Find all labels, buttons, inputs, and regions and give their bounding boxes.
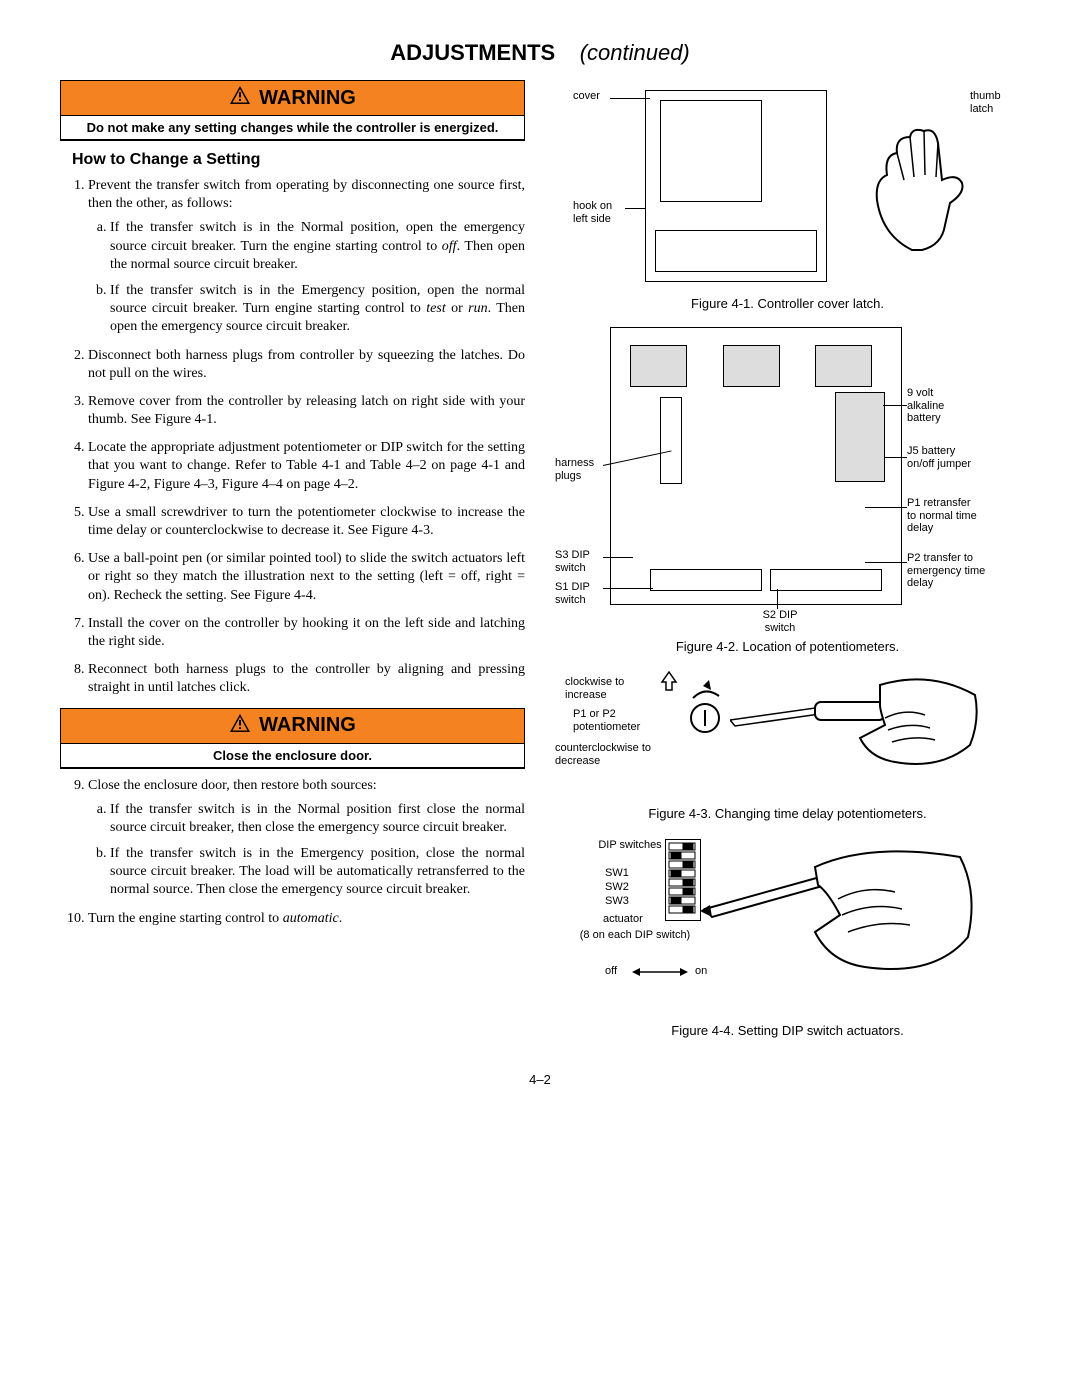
fig4-label-sw1: SW1 bbox=[605, 867, 629, 880]
step-2: Disconnect both harness plugs from contr… bbox=[88, 347, 525, 383]
step-6: Use a ball-point pen (or similar pointed… bbox=[88, 550, 525, 605]
fig2-label-p1: P1 retransfer to normal time delay bbox=[907, 497, 982, 535]
fig1-label-cover: cover bbox=[573, 90, 600, 103]
step-10: Turn the engine starting control to auto… bbox=[88, 910, 525, 928]
step-9a: If the transfer switch is in the Normal … bbox=[110, 801, 525, 837]
fig2-label-s2dip: S2 DIP switch bbox=[750, 609, 810, 634]
warning-box-1: WARNING Do not make any setting changes … bbox=[60, 80, 525, 141]
fig2-label-harness: harness plugs bbox=[555, 457, 605, 482]
warning-label-1: WARNING bbox=[259, 87, 356, 110]
fig2-label-s3dip: S3 DIP switch bbox=[555, 549, 605, 574]
warning-label-2: WARNING bbox=[259, 714, 356, 737]
fig4-label-dip: DIP switches bbox=[585, 839, 675, 852]
hand-icon bbox=[862, 125, 972, 255]
fig2-label-s1dip: S1 DIP switch bbox=[555, 581, 605, 606]
section-heading: How to Change a Setting bbox=[72, 151, 525, 169]
step-5: Use a small screwdriver to turn the pote… bbox=[88, 504, 525, 540]
potentiometer-icon bbox=[675, 678, 735, 738]
fig2-label-p2: P2 transfer to emergency time delay bbox=[907, 552, 987, 590]
fig1-label-thumb: thumb latch bbox=[970, 90, 1020, 115]
figure-4-4: DIP switches SW1 SW2 SW3 actuator (8 on … bbox=[555, 837, 1020, 1038]
title-text: ADJUSTMENTS bbox=[390, 40, 555, 65]
fig4-caption: Figure 4-4. Setting DIP switch actuators… bbox=[555, 1023, 1020, 1038]
warning-body-2: Close the enclosure door. bbox=[61, 744, 524, 768]
fig4-label-actuator: actuator bbox=[603, 913, 643, 926]
title-continued: (continued) bbox=[580, 40, 690, 65]
step-4: Locate the appropriate adjustment potent… bbox=[88, 439, 525, 494]
fig1-label-hook: hook on left side bbox=[573, 200, 628, 225]
page-title: ADJUSTMENTS (continued) bbox=[60, 40, 1020, 66]
figure-4-3: clockwise to increase P1 or P2 potentiom… bbox=[555, 670, 1020, 821]
steps-list: Prevent the transfer switch from operati… bbox=[60, 177, 525, 698]
dip-switch-icon bbox=[667, 841, 697, 917]
fig2-label-j5: J5 battery on/off jumper bbox=[907, 445, 977, 470]
step-1a: If the transfer switch is in the Normal … bbox=[110, 219, 525, 274]
fig4-label-sw2: SW2 bbox=[605, 881, 629, 894]
step-9b: If the transfer switch is in the Emergen… bbox=[110, 845, 525, 900]
fig3-caption: Figure 4-3. Changing time delay potentio… bbox=[555, 806, 1020, 821]
up-arrow-icon bbox=[660, 670, 678, 692]
fig4-label-off: off bbox=[605, 965, 617, 978]
step-9: Close the enclosure door, then restore b… bbox=[88, 777, 525, 900]
fig3-label-ccw: counterclockwise to decrease bbox=[555, 742, 685, 767]
fig3-label-pot: P1 or P2 potentiometer bbox=[573, 708, 683, 733]
figure-4-1: cover hook on left side thumb latch Figu… bbox=[555, 80, 1020, 311]
step-1: Prevent the transfer switch from operati… bbox=[88, 177, 525, 337]
steps-list-cont: Close the enclosure door, then restore b… bbox=[60, 777, 525, 928]
double-arrow-icon bbox=[630, 965, 690, 979]
warning-box-2: WARNING Close the enclosure door. bbox=[60, 708, 525, 769]
step-3: Remove cover from the controller by rele… bbox=[88, 393, 525, 429]
hand-screwdriver-icon bbox=[730, 670, 980, 775]
warning-header-2: WARNING bbox=[61, 709, 524, 744]
fig4-label-sw3: SW3 bbox=[605, 895, 629, 908]
step-8: Reconnect both harness plugs to the cont… bbox=[88, 661, 525, 697]
figure-4-2: harness plugs S3 DIP switch S1 DIP switc… bbox=[555, 327, 1020, 654]
fig3-label-cw: clockwise to increase bbox=[565, 676, 665, 701]
page-number: 4–2 bbox=[60, 1072, 1020, 1087]
warning-triangle-icon bbox=[229, 85, 251, 111]
warning-header-1: WARNING bbox=[61, 81, 524, 116]
hand-pen-icon bbox=[700, 837, 980, 987]
fig4-label-each: (8 on each DIP switch) bbox=[555, 929, 715, 942]
fig1-caption: Figure 4-1. Controller cover latch. bbox=[555, 296, 1020, 311]
fig2-label-battery: 9 volt alkaline battery bbox=[907, 387, 967, 425]
step-7: Install the cover on the controller by h… bbox=[88, 615, 525, 651]
warning-triangle-icon bbox=[229, 713, 251, 739]
step-1b: If the transfer switch is in the Emergen… bbox=[110, 282, 525, 337]
warning-body-1: Do not make any setting changes while th… bbox=[61, 116, 524, 140]
fig2-caption: Figure 4-2. Location of potentiometers. bbox=[555, 639, 1020, 654]
